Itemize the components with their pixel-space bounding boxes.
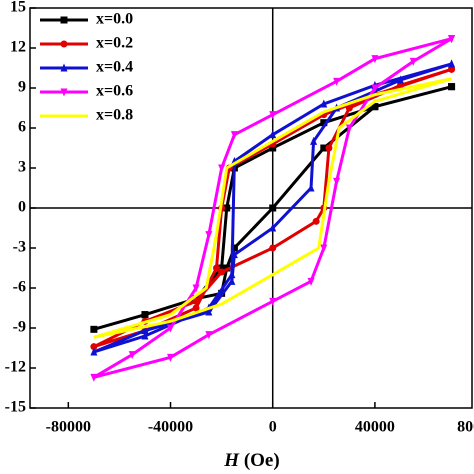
marker	[396, 75, 404, 84]
marker	[205, 331, 213, 340]
marker	[230, 250, 238, 259]
marker	[320, 144, 328, 152]
y-tick-label: 15	[10, 0, 26, 16]
x-tick-label: 80000	[457, 419, 474, 436]
marker	[60, 88, 68, 97]
marker	[269, 223, 277, 232]
marker	[333, 177, 341, 186]
marker	[333, 77, 341, 86]
marker	[228, 270, 236, 279]
x-label-var: H	[223, 450, 240, 471]
marker	[396, 81, 404, 89]
marker	[307, 277, 315, 286]
marker	[345, 104, 353, 112]
marker	[218, 264, 226, 272]
y-tick-label: -3	[13, 239, 26, 256]
legend-label: x=0.0	[96, 11, 133, 28]
marker	[409, 57, 417, 66]
y-tick-label: 0	[18, 199, 26, 216]
marker	[269, 244, 277, 252]
marker	[167, 324, 175, 333]
marker	[320, 244, 328, 253]
marker	[269, 297, 277, 306]
marker	[128, 351, 136, 360]
marker	[205, 231, 213, 240]
x-label-unit: (Oe)	[244, 450, 280, 471]
marker	[192, 284, 200, 293]
y-tick-label: 3	[18, 159, 26, 176]
series-line	[93, 67, 453, 349]
marker	[90, 373, 98, 382]
marker	[448, 65, 456, 73]
marker	[307, 183, 315, 192]
marker	[60, 40, 68, 48]
marker	[320, 119, 328, 127]
marker	[230, 131, 238, 140]
marker	[90, 343, 98, 351]
marker	[141, 331, 149, 340]
y-tick-label: -6	[13, 279, 26, 296]
marker	[218, 268, 226, 276]
y-tick-label: 12	[10, 39, 26, 56]
x-axis-label: H (Oe)	[223, 450, 279, 471]
marker	[371, 55, 379, 64]
marker	[192, 304, 200, 312]
marker	[345, 124, 353, 133]
x-tick-label: 40000	[355, 419, 395, 436]
marker	[448, 35, 456, 44]
y-tick-label: -15	[5, 399, 26, 416]
marker	[230, 244, 238, 252]
marker	[90, 325, 98, 333]
marker	[213, 264, 221, 272]
marker	[141, 311, 149, 319]
marker	[312, 217, 320, 225]
legend-label: x=0.4	[96, 59, 133, 76]
marker	[192, 297, 200, 305]
marker	[60, 16, 68, 24]
legend-label: x=0.6	[96, 83, 133, 100]
marker	[205, 307, 213, 316]
marker	[310, 136, 318, 145]
y-tick-label: 9	[18, 79, 26, 96]
x-tick-label: 0	[269, 419, 277, 436]
marker	[167, 353, 175, 362]
marker	[269, 130, 277, 139]
marker	[218, 164, 226, 173]
marker	[371, 103, 379, 111]
series-line	[93, 77, 452, 339]
marker	[320, 99, 328, 108]
marker	[228, 276, 236, 285]
marker	[141, 326, 149, 335]
marker	[325, 144, 333, 152]
marker	[371, 84, 379, 93]
x-tick-label: -80000	[46, 419, 91, 436]
y-tick-label: 6	[18, 119, 26, 136]
marker	[269, 144, 277, 152]
marker	[269, 111, 277, 120]
y-tick-label: -9	[13, 319, 26, 336]
legend-label: x=0.8	[96, 107, 133, 124]
marker	[448, 83, 456, 91]
marker	[223, 204, 231, 212]
marker	[448, 59, 456, 68]
x-tick-label: -40000	[148, 419, 193, 436]
marker	[90, 347, 98, 356]
marker	[60, 63, 68, 72]
legend-label: x=0.2	[96, 35, 133, 52]
y-tick-label: -12	[5, 359, 26, 376]
marker	[269, 204, 277, 212]
